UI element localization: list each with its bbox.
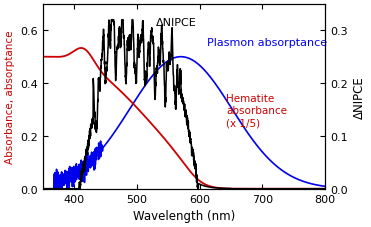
Text: Plasmon absorptance: Plasmon absorptance <box>207 38 327 48</box>
Y-axis label: ΔNIPCE: ΔNIPCE <box>353 76 366 118</box>
Text: Hematite
absorbance
(x 1/5): Hematite absorbance (x 1/5) <box>226 93 287 128</box>
Y-axis label: Absorbance, absorptance: Absorbance, absorptance <box>5 30 15 163</box>
X-axis label: Wavelength (nm): Wavelength (nm) <box>133 209 235 222</box>
Text: ΔNIPCE: ΔNIPCE <box>156 18 197 28</box>
